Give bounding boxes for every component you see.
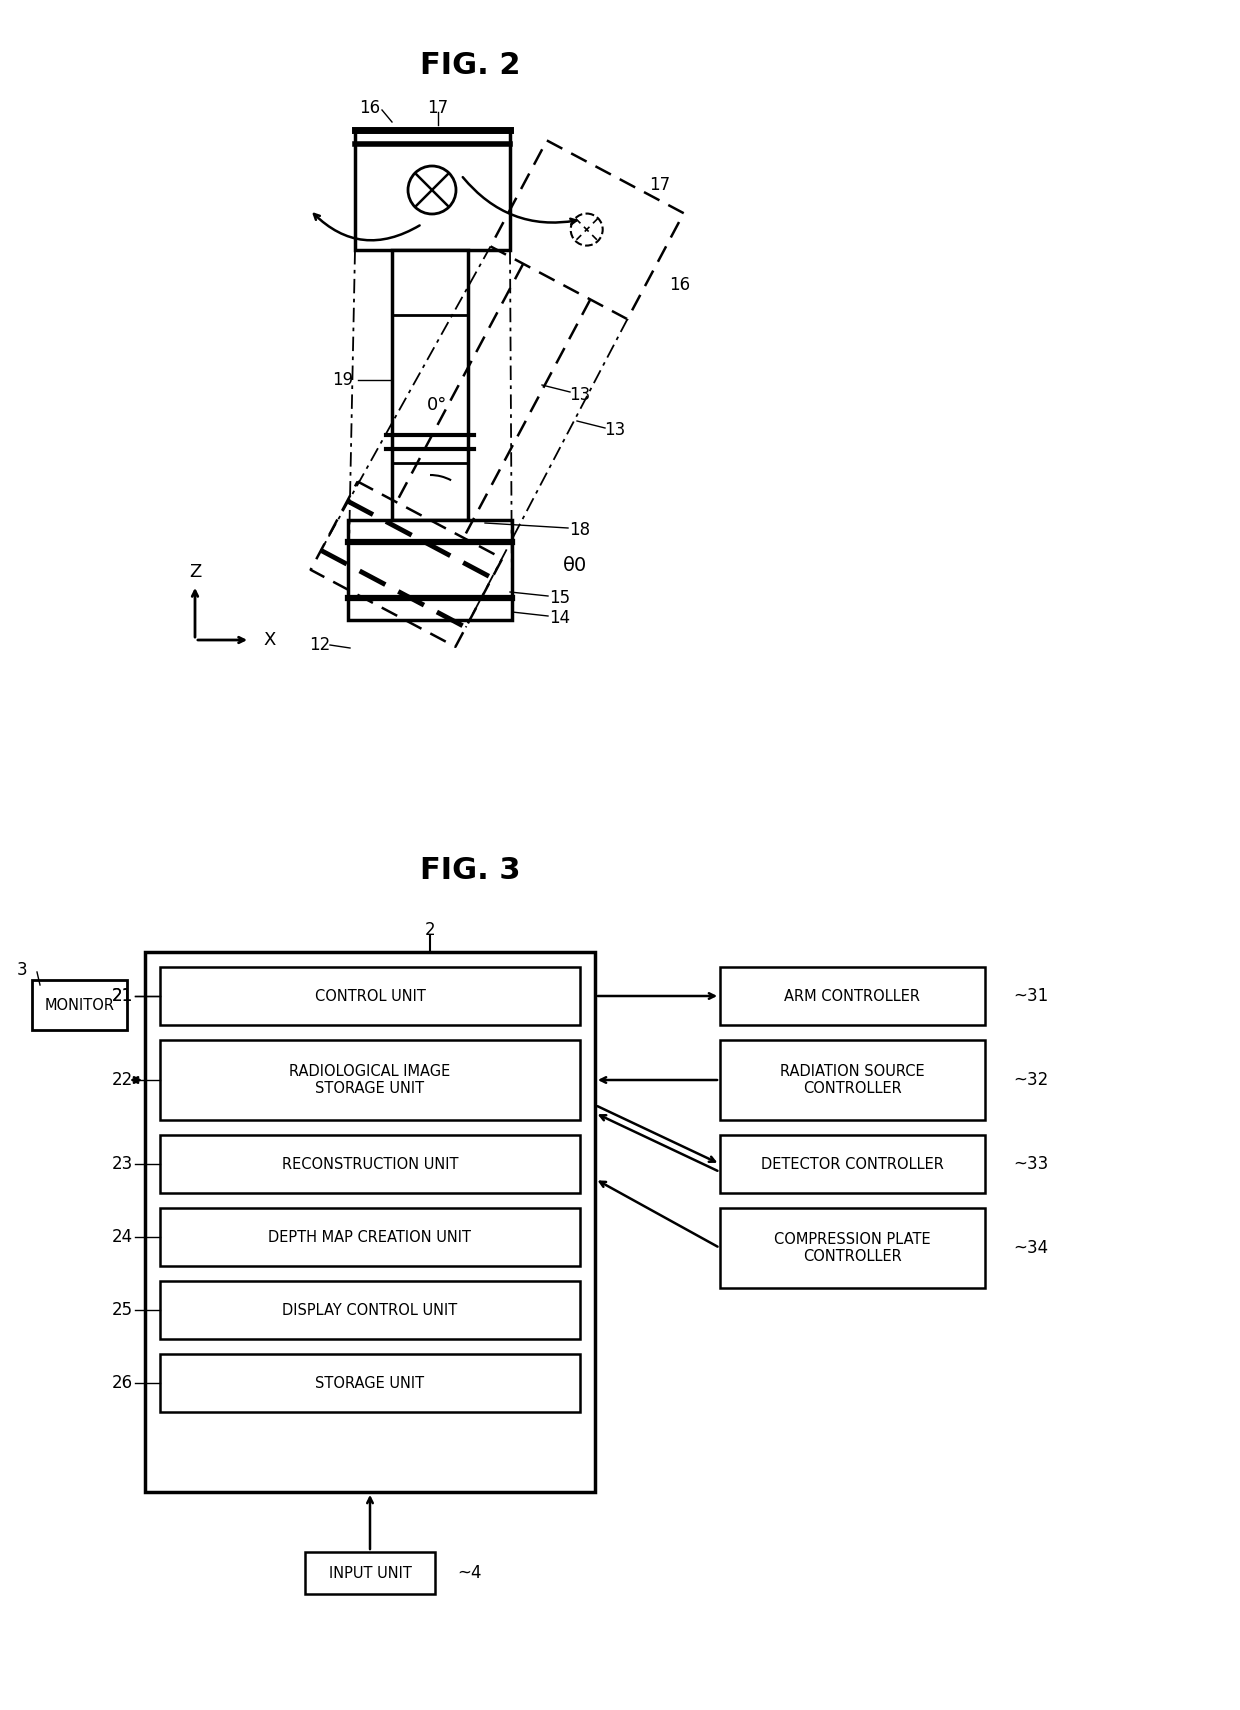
- Text: 17: 17: [650, 176, 671, 193]
- Text: 12: 12: [309, 636, 331, 653]
- Text: 13: 13: [604, 421, 626, 439]
- Bar: [305, 1553, 435, 1594]
- Bar: [160, 1207, 580, 1265]
- Text: DEPTH MAP CREATION UNIT: DEPTH MAP CREATION UNIT: [269, 1229, 471, 1245]
- Text: 19: 19: [332, 371, 353, 388]
- Bar: [720, 1135, 985, 1194]
- Text: θ0: θ0: [563, 556, 587, 575]
- Bar: [160, 1354, 580, 1412]
- Text: X: X: [263, 631, 275, 650]
- Bar: [160, 1040, 580, 1120]
- Text: 21: 21: [112, 987, 133, 1005]
- Text: 16: 16: [670, 275, 691, 294]
- Text: 24: 24: [112, 1228, 133, 1247]
- Text: ~34: ~34: [1013, 1240, 1048, 1257]
- Text: 22: 22: [112, 1070, 133, 1089]
- Text: 15: 15: [549, 588, 570, 607]
- Text: DISPLAY CONTROL UNIT: DISPLAY CONTROL UNIT: [283, 1303, 458, 1317]
- Bar: [160, 1135, 580, 1194]
- Text: 13: 13: [569, 386, 590, 404]
- Text: 2: 2: [424, 922, 435, 939]
- Text: DETECTOR CONTROLLER: DETECTOR CONTROLLER: [761, 1156, 944, 1171]
- Text: ~32: ~32: [1013, 1070, 1048, 1089]
- Bar: [392, 250, 467, 520]
- Text: ~33: ~33: [1013, 1154, 1048, 1173]
- Bar: [720, 1207, 985, 1288]
- Text: RADIOLOGICAL IMAGE
STORAGE UNIT: RADIOLOGICAL IMAGE STORAGE UNIT: [289, 1064, 450, 1096]
- Text: STORAGE UNIT: STORAGE UNIT: [315, 1375, 424, 1390]
- Bar: [145, 952, 595, 1493]
- Text: 26: 26: [112, 1375, 133, 1392]
- Text: CONTROL UNIT: CONTROL UNIT: [315, 988, 425, 1004]
- Text: RADIATION SOURCE
CONTROLLER: RADIATION SOURCE CONTROLLER: [780, 1064, 925, 1096]
- Text: 0°: 0°: [427, 397, 448, 414]
- Bar: [348, 520, 512, 621]
- Text: FIG. 3: FIG. 3: [420, 855, 521, 884]
- Text: 23: 23: [112, 1154, 133, 1173]
- Text: 18: 18: [569, 522, 590, 539]
- Bar: [720, 1040, 985, 1120]
- Text: ~4: ~4: [458, 1565, 481, 1582]
- Bar: [160, 1281, 580, 1339]
- Text: Z: Z: [188, 563, 201, 581]
- Bar: [355, 130, 510, 250]
- Text: ARM CONTROLLER: ARM CONTROLLER: [785, 988, 920, 1004]
- Text: RECONSTRUCTION UNIT: RECONSTRUCTION UNIT: [281, 1156, 459, 1171]
- Bar: [720, 966, 985, 1024]
- Text: COMPRESSION PLATE
CONTROLLER: COMPRESSION PLATE CONTROLLER: [774, 1231, 931, 1264]
- Bar: [160, 966, 580, 1024]
- Text: FIG. 2: FIG. 2: [420, 51, 521, 79]
- Text: INPUT UNIT: INPUT UNIT: [329, 1565, 412, 1580]
- Text: 16: 16: [358, 99, 379, 116]
- Text: 25: 25: [112, 1301, 133, 1318]
- Text: 3: 3: [16, 961, 27, 980]
- Text: 14: 14: [549, 609, 570, 628]
- Text: 17: 17: [428, 99, 449, 116]
- Text: 21: 21: [112, 987, 133, 1005]
- Text: ~31: ~31: [1013, 987, 1048, 1005]
- Bar: [32, 980, 126, 1029]
- Text: MONITOR: MONITOR: [45, 997, 114, 1012]
